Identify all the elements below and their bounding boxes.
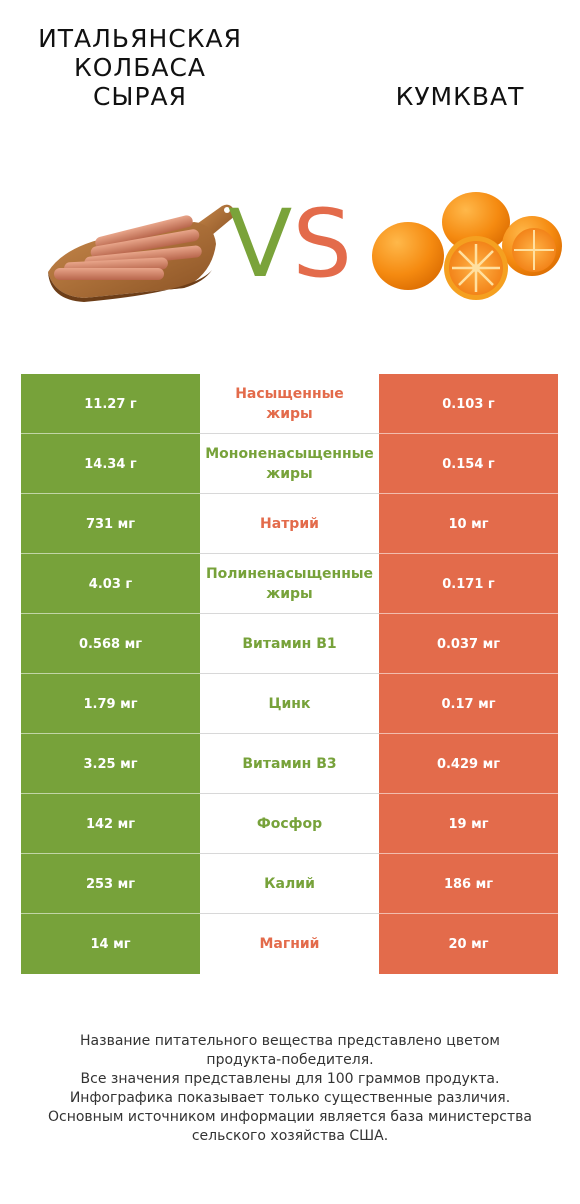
right-value: 0.171 г [379,554,558,614]
row-divider [21,493,200,494]
vs-v: V [228,190,293,299]
right-value: 0.103 г [379,374,558,434]
left-value: 142 мг [21,794,200,854]
nutrient-name: Мононенасыщенные жиры [205,446,374,482]
kumquat-image [372,192,562,300]
row-divider [200,733,379,734]
nutrient-name: Магний [259,936,320,952]
row-divider [21,733,200,734]
table-row: 4.03 г Полиненасыщенные жиры 0.171 г [21,554,558,614]
row-divider [379,493,558,494]
left-value: 11.27 г [21,374,200,434]
row-divider [379,793,558,794]
table-row: 1.79 мг Цинк 0.17 мг [21,674,558,734]
sausage-image [48,204,235,302]
right-value: 10 мг [379,494,558,554]
row-divider [200,613,379,614]
row-divider [21,913,200,914]
table-row: 14 мг Магний 20 мг [21,914,558,974]
nutrient-name: Полиненасыщенные жиры [205,566,374,602]
row-divider [200,433,379,434]
row-divider [379,553,558,554]
left-product-title: ИТАЛЬЯНСКАЯ КОЛБАСА СЫРАЯ [38,24,242,111]
footer-notes: Название питательного вещества представл… [0,1032,580,1146]
table-row: 0.568 мг Витамин B1 0.037 мг [21,614,558,674]
table-row: 253 мг Калий 186 мг [21,854,558,914]
footer-line: Все значения представлены для 100 граммо… [80,1071,500,1087]
row-divider [21,553,200,554]
nutrient-name: Калий [264,876,315,892]
left-value: 0.568 мг [21,614,200,674]
row-divider [379,433,558,434]
row-divider [200,793,379,794]
right-value: 0.154 г [379,434,558,494]
footer-line: сельского хозяйства США. [191,1128,389,1144]
row-divider [200,913,379,914]
right-value: 186 мг [379,854,558,914]
table-row: 731 мг Натрий 10 мг [21,494,558,554]
right-value: 0.17 мг [379,674,558,734]
row-divider [21,793,200,794]
left-value: 731 мг [21,494,200,554]
left-value: 253 мг [21,854,200,914]
right-value: 20 мг [379,914,558,974]
row-divider [200,853,379,854]
table-row: 3.25 мг Витамин B3 0.429 мг [21,734,558,794]
row-divider [21,853,200,854]
right-value: 19 мг [379,794,558,854]
row-divider [21,433,200,434]
row-divider [379,673,558,674]
left-value: 1.79 мг [21,674,200,734]
right-product-title: КУМКВАТ [395,82,525,111]
row-divider [200,493,379,494]
table-row: 142 мг Фосфор 19 мг [21,794,558,854]
nutrient-name: Витамин B3 [242,756,337,772]
left-value: 14.34 г [21,434,200,494]
row-divider [379,853,558,854]
row-divider [21,613,200,614]
footer-line: Основным источником информации является … [48,1109,532,1125]
footer-line: продукта-победителя. [206,1052,374,1068]
row-divider [200,673,379,674]
nutrient-name: Цинк [268,696,311,712]
nutrient-name: Витамин B1 [242,636,337,652]
footer-line: Инфографика показывает только существенн… [69,1090,511,1106]
left-value: 3.25 мг [21,734,200,794]
right-value: 0.037 мг [379,614,558,674]
footer-line: Название питательного вещества представл… [80,1033,500,1049]
row-divider [21,673,200,674]
table-row: 11.27 г Насыщенные жиры 0.103 г [21,374,558,434]
row-divider [200,553,379,554]
row-divider [379,733,558,734]
row-divider [379,613,558,614]
left-value: 4.03 г [21,554,200,614]
nutrient-name: Насыщенные жиры [235,386,344,422]
comparison-table: 11.27 г Насыщенные жиры 0.103 г 14.34 г Моно… [21,374,558,974]
nutrient-name: Натрий [260,516,319,532]
nutrient-name: Фосфор [256,816,323,832]
vs-label: VS [228,190,352,300]
left-value: 14 мг [21,914,200,974]
vs-s: S [292,190,352,299]
table-row: 14.34 г Мононенасыщенные жиры 0.154 г [21,434,558,494]
right-value: 0.429 мг [379,734,558,794]
row-divider [379,913,558,914]
